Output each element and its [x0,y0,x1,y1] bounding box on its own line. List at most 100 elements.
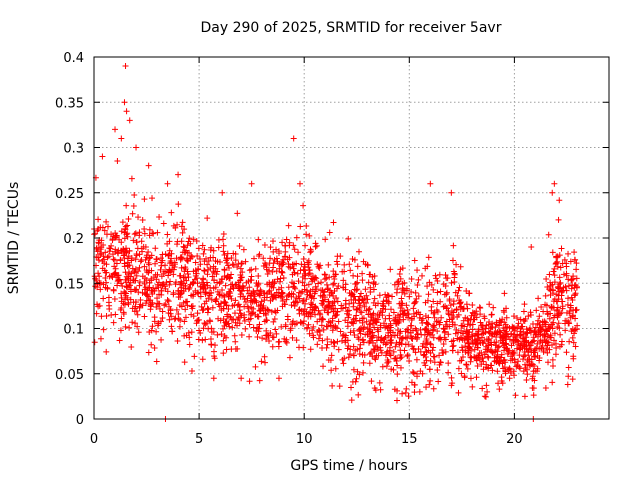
data-point [553,291,560,298]
data-point [380,303,387,310]
data-point [258,288,265,295]
data-point [329,317,336,324]
data-point [300,202,307,209]
data-point [166,303,173,310]
data-point [424,320,431,327]
data-point-outlier [427,180,434,187]
data-point [521,301,528,308]
data-point [187,240,194,247]
data-point [188,368,195,375]
data-point [315,263,322,270]
data-point [427,340,434,347]
data-point [554,298,561,305]
data-point [110,319,117,326]
data-point [565,373,572,380]
data-point [570,273,577,280]
data-point [474,344,481,351]
data-point [516,352,523,359]
data-point [310,334,317,341]
data-point [102,269,109,276]
data-point [200,306,207,313]
data-point [430,286,437,293]
data-point [145,349,152,356]
data-point [312,240,319,247]
data-point [114,157,121,164]
data-point [115,277,122,284]
data-point [547,291,554,298]
data-point [400,316,407,323]
data-point-outlier [95,225,102,232]
data-point [554,258,561,265]
data-point [340,284,347,291]
data-point [166,238,173,245]
data-point [309,327,316,334]
data-point [399,390,406,397]
data-point [519,335,526,342]
data-point [183,277,190,284]
data-point-outlier [99,153,106,160]
data-point [429,322,436,329]
data-point [153,328,160,335]
data-point [407,322,414,329]
data-point [472,354,479,361]
data-point [120,252,127,259]
data-point [542,384,549,391]
data-point [133,239,140,246]
data-point [263,264,270,271]
data-point [542,292,549,299]
data-point [330,323,337,330]
data-point [149,290,156,297]
data-point [555,310,562,317]
data-point [503,314,510,321]
data-point [258,358,265,365]
data-point [238,260,245,267]
data-point [569,334,576,341]
data-point [540,348,547,355]
data-point [156,291,163,298]
data-point [146,232,153,239]
data-point [408,335,415,342]
data-point [330,281,337,288]
data-point [353,375,360,382]
data-point [256,307,263,314]
data-point [454,313,461,320]
data-point [109,236,116,243]
data-point [527,309,534,316]
data-point [496,386,503,393]
data-point [153,276,160,283]
data-point [162,301,169,308]
data-point [431,359,438,366]
data-point [91,273,98,280]
data-point [434,300,441,307]
data-point [209,273,216,280]
data-point [110,256,117,263]
grid-lines [94,57,609,419]
data-point [145,285,152,292]
data-point [357,302,364,309]
data-point [393,397,400,404]
data-point [456,284,463,291]
data-point [483,382,490,389]
data-point [95,257,102,264]
data-point [376,312,383,319]
data-point [453,306,460,313]
data-point [376,292,383,299]
data-point [183,256,190,263]
data-point [152,245,159,252]
data-point [212,298,219,305]
data-point [123,202,130,209]
data-point [112,246,119,253]
data-point [384,348,391,355]
data-point [220,242,227,249]
data-point [307,249,314,256]
data-point [536,354,543,361]
data-point [512,392,519,399]
data-point [125,216,132,223]
data-point [367,337,374,344]
data-point [422,299,429,306]
data-point [450,268,457,275]
data-point [436,271,443,278]
data-point [152,271,159,278]
data-point [557,264,564,271]
data-point [156,305,163,312]
